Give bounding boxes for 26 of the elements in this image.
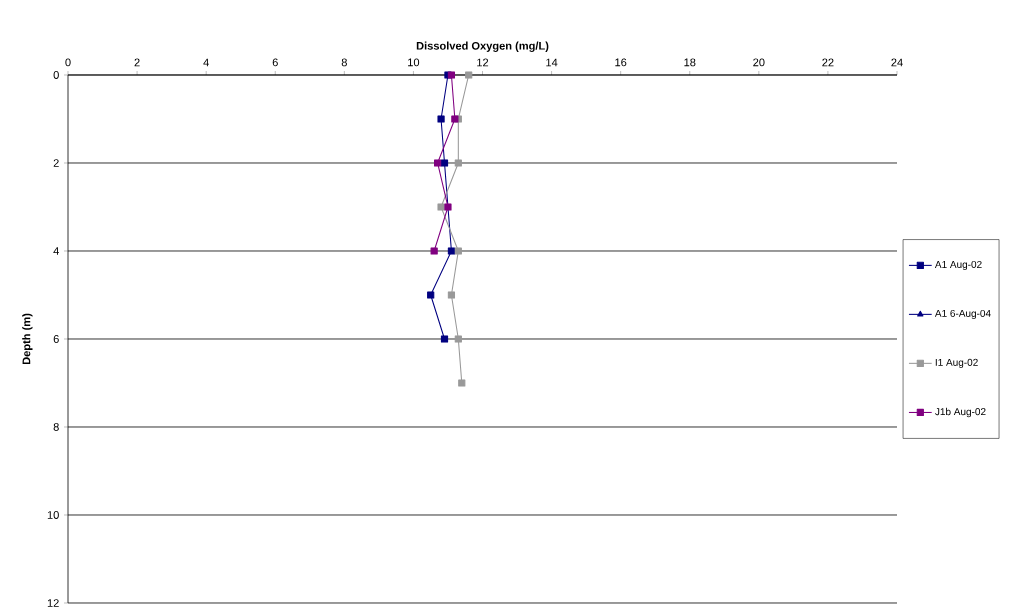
x-tick-label: 22: [822, 58, 834, 67]
legend-label: A1 6-Aug-04: [934, 309, 991, 319]
y-tick-label: 4: [53, 247, 59, 255]
y-axis-title: Depth (m): [22, 313, 33, 365]
x-axis-title: Dissolved Oxygen (mg/L): [416, 41, 549, 52]
x-tick-label: 2: [134, 58, 140, 67]
x-tick-label: 0: [65, 58, 71, 67]
x-tick-label: 4: [203, 58, 209, 67]
x-tick-label: 18: [684, 58, 696, 67]
y-tick-label: 10: [47, 511, 59, 519]
x-tick-label: 20: [753, 58, 765, 67]
y-tick-label: 2: [53, 159, 59, 167]
x-tick-label: 6: [272, 58, 278, 67]
x-tick-label: 24: [891, 58, 903, 67]
x-tick-label: 12: [477, 58, 489, 67]
legend-label: I1 Aug-02: [935, 358, 978, 368]
y-tick-label: 8: [53, 423, 59, 431]
legend-label: J1b Aug-02: [935, 407, 986, 418]
x-tick-label: 8: [341, 58, 347, 67]
x-tick-label: 14: [546, 58, 558, 67]
y-tick-label: 12: [47, 599, 59, 607]
x-tick-label: 16: [615, 58, 627, 67]
x-tick-label: 10: [408, 58, 420, 67]
legend-label: A1 Aug-02: [934, 260, 982, 270]
y-tick-label: 0: [53, 71, 59, 79]
y-tick-label: 6: [53, 335, 59, 343]
